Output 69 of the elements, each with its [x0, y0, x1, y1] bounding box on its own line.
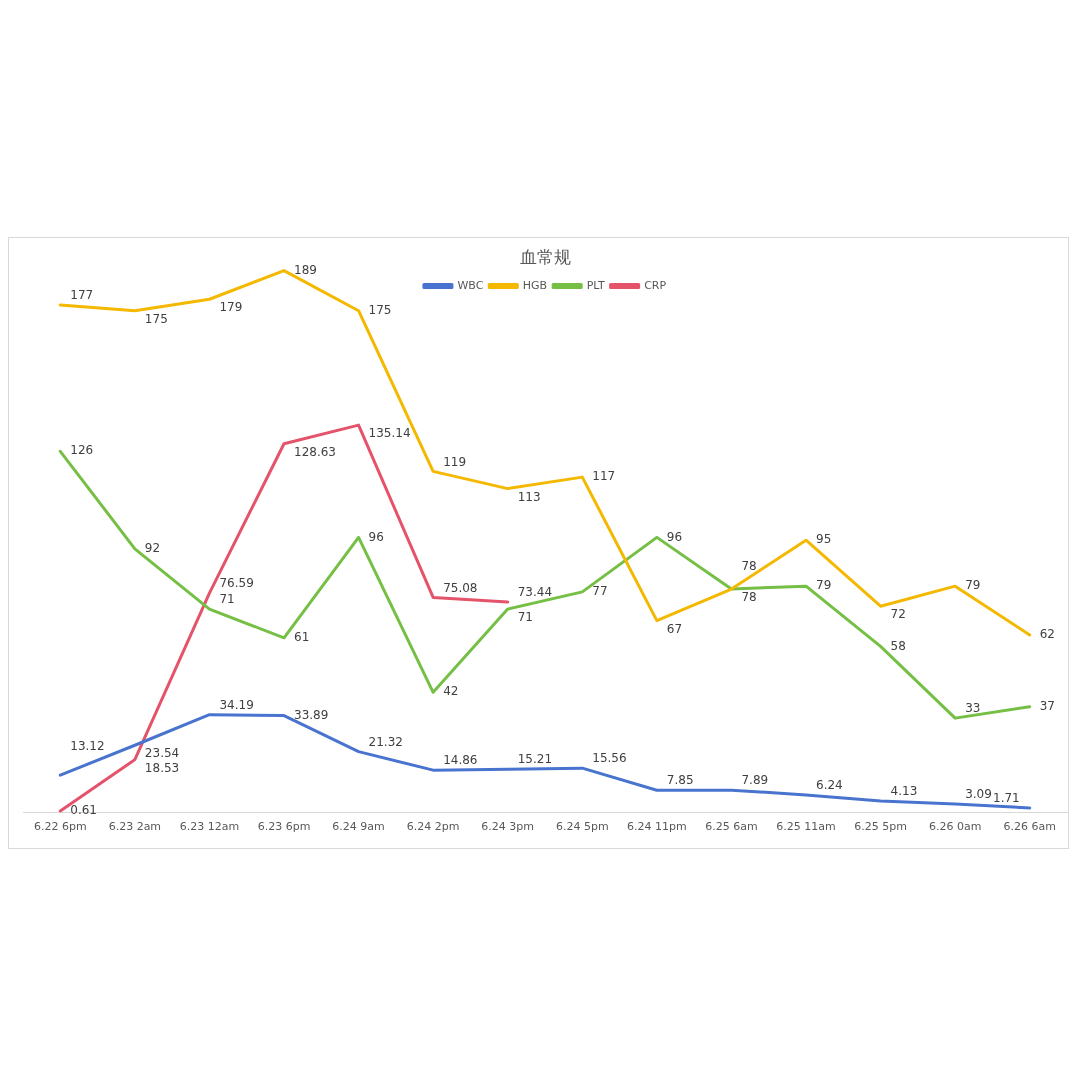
data-label: 4.13: [890, 784, 918, 799]
data-label: 13.12: [70, 739, 105, 754]
data-label: 128.63: [294, 444, 336, 459]
data-label: 175: [368, 302, 392, 317]
x-tick-label: 6.26 0am: [928, 820, 982, 834]
data-label: 42: [443, 684, 459, 699]
data-label: 78: [741, 590, 757, 605]
x-tick-label: 6.24 2pm: [406, 820, 460, 834]
data-label: 72: [890, 607, 906, 622]
data-label: 189: [294, 262, 317, 277]
text: 血常规: [519, 246, 571, 267]
x-tick-label: 6.23 2am: [108, 820, 162, 834]
data-label: 79: [965, 578, 981, 593]
data-label: 6.24: [816, 778, 843, 793]
data-label: 7.89: [741, 773, 769, 788]
data-label: 76.59: [219, 576, 254, 591]
x-tick-label: 6.26 6am: [1003, 820, 1056, 834]
x-tick-label: 6.25 6am: [705, 820, 758, 834]
data-label: 75.08: [443, 580, 478, 595]
data-label: 78: [741, 559, 757, 574]
x-tick-label: 6.25 11am: [776, 820, 836, 834]
data-label: 3.09: [965, 787, 992, 802]
data-label: 126: [70, 443, 94, 458]
x-tick-label: 6.24 9am: [332, 820, 385, 834]
data-label: 18.53: [144, 760, 180, 775]
x-tick-label: 6.24 5pm: [555, 820, 609, 834]
data-label: 1.71: [993, 791, 1020, 806]
data-label: 96: [368, 529, 384, 544]
x-tick-label: 6.23 12am: [179, 820, 240, 834]
legend-label: PLT: [586, 278, 605, 292]
data-label: 117: [592, 469, 616, 484]
data-label: 71: [517, 610, 533, 625]
data-label: 14.86: [443, 753, 478, 768]
data-label: 71: [219, 592, 235, 607]
chart-frame: WBC HGB PLT CRP 血常规 6.22 6pm 6.23 2am 6.23 12am 6.23 6pm 6.24 9am 6.24 2pm 6.24 3pm 6.24 5pm 6.24 11pm 6.25 6am 6.25 11am 6.25 5pm 6.26 0am 6.26 6am 13.12 23.54 34.19 33.89 21.32 14.86 15.21 15.56 7.85 7.89 6.24 4.13 3.091.71 177 175 179 189 175 119 113 117 67 78 95 72 79 62 126 92 71 61 96 42 71 77 96 78 79 58 33 37 0.61 18.53 76.59 128.63 135.14 75.08 73.44: [8, 237, 1069, 849]
data-label: 95: [816, 532, 832, 547]
data-label: 21.32: [368, 734, 403, 749]
data-label: 177: [70, 288, 94, 303]
x-tick-label: 6.23 6pm: [257, 820, 311, 834]
data-label: 58: [890, 638, 906, 653]
data-label: 73.44: [517, 585, 553, 600]
x-tick-label: 6.22 6pm: [33, 820, 87, 834]
data-label: 0.61: [70, 803, 97, 818]
legend-label: WBC: [457, 278, 484, 292]
data-label: 67: [666, 621, 683, 636]
data-label: 23.54: [144, 746, 180, 761]
data-label: 77: [592, 584, 608, 599]
data-label: 37: [1039, 698, 1055, 713]
data-label: 7.85: [666, 773, 694, 788]
data-label: 61: [294, 629, 310, 644]
data-label: 62: [1039, 627, 1055, 642]
x-tick-label: 6.25 5pm: [854, 820, 907, 834]
data-label: 113: [517, 489, 541, 504]
data-label: 135.14: [368, 426, 411, 441]
x-tick-label: 6.24 11pm: [627, 820, 687, 834]
legend-label: HGB: [522, 278, 548, 292]
data-label: 15.21: [517, 752, 553, 767]
data-label: 179: [219, 300, 243, 315]
x-tick-label: 6.24 3pm: [481, 820, 535, 834]
data-label: 33: [965, 701, 981, 716]
data-label: 175: [144, 311, 168, 326]
data-label: 33.89: [294, 707, 329, 722]
data-label: 119: [443, 454, 467, 469]
data-label: 15.56: [592, 751, 627, 766]
data-label: 79: [816, 578, 832, 593]
legend-label: CRP: [644, 278, 667, 292]
data-label: 34.19: [219, 697, 254, 712]
data-label: 92: [144, 540, 161, 555]
data-label: 96: [666, 529, 683, 544]
